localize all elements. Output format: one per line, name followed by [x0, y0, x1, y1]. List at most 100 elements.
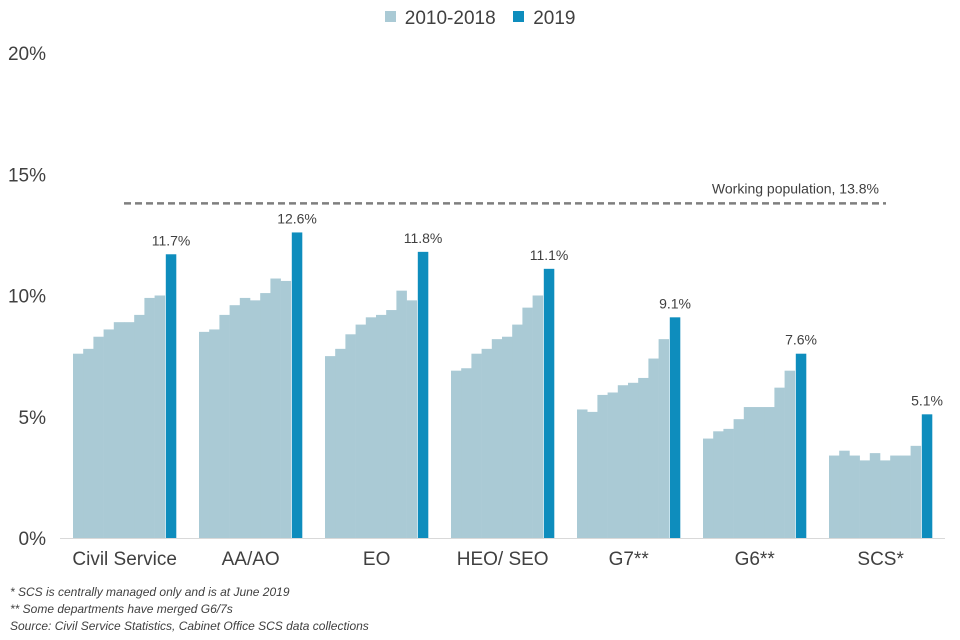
footnote-scs: * SCS is centrally managed only and is a…	[10, 585, 290, 599]
x-category-label: G6**	[735, 549, 776, 570]
bar-2010-2018	[461, 368, 472, 538]
bar-2019	[669, 317, 681, 538]
bar-2010-2018	[103, 329, 115, 538]
y-tick-label: 10%	[8, 287, 46, 308]
bar-2010-2018	[471, 353, 482, 538]
legend-label-2019: 2019	[533, 8, 576, 29]
data-label-2019: 11.7%	[152, 232, 191, 248]
legend-label-2010-2018: 2010-2018	[404, 8, 496, 29]
bar-2010-2018	[134, 314, 145, 538]
bar-2010-2018	[869, 453, 881, 538]
bar-2010-2018	[73, 353, 84, 538]
data-label-2019: 11.8%	[404, 230, 443, 246]
bar-2010-2018	[325, 356, 336, 538]
bar-2010-2018	[124, 322, 135, 538]
x-category-label: SCS*	[857, 549, 904, 570]
bar-2010-2018	[365, 317, 377, 538]
bar-2010-2018	[502, 336, 513, 538]
bar-2010-2018	[713, 431, 724, 538]
bar-2010-2018	[83, 348, 94, 538]
bar-2019	[795, 353, 807, 538]
bar-2010-2018	[849, 455, 860, 538]
bar-2010-2018	[577, 409, 588, 538]
bar-2010-2018	[335, 348, 346, 538]
y-tick-label: 15%	[8, 165, 46, 186]
bar-2010-2018	[784, 370, 796, 538]
x-category-label: HEO/ SEO	[457, 549, 549, 570]
bar-2010-2018	[199, 331, 210, 538]
bar-2019	[921, 414, 933, 538]
bar-2010-2018	[229, 305, 241, 538]
bar-2010-2018	[617, 385, 629, 538]
y-tick-label: 0%	[19, 529, 47, 550]
bar-2010-2018	[880, 460, 891, 538]
bar-2010-2018	[113, 322, 125, 538]
bar-2010-2018	[406, 300, 418, 538]
legend-swatch-2010-2018	[384, 11, 396, 23]
bar-2010-2018	[597, 394, 608, 538]
bar-2010-2018	[355, 324, 367, 538]
bar-2010-2018	[754, 407, 765, 538]
bar-2010-2018	[512, 324, 523, 538]
bar-2010-2018	[219, 314, 230, 538]
bar-2010-2018	[587, 411, 598, 538]
y-tick-label: 5%	[19, 408, 47, 429]
data-label-2019: 12.6%	[277, 210, 317, 226]
bar-2010-2018	[890, 455, 901, 538]
legend: 2010-2018 2019	[0, 8, 960, 30]
bar-2010-2018	[910, 445, 922, 538]
bar-2010-2018	[829, 455, 840, 538]
bar-2010-2018	[376, 314, 387, 538]
bar-2010-2018	[648, 358, 659, 538]
bar-2010-2018	[607, 392, 619, 538]
bar-2019	[291, 232, 303, 538]
bar-2010-2018	[396, 290, 407, 538]
bar-2010-2018	[93, 336, 104, 538]
footnote-g6-g7: ** Some departments have merged G6/7s	[10, 602, 233, 616]
bar-2010-2018	[345, 334, 356, 538]
bar-2010-2018	[270, 278, 281, 538]
bar-2010-2018	[386, 310, 397, 538]
bar-2010-2018	[154, 295, 166, 538]
x-category-label: EO	[363, 549, 390, 570]
data-label-2019: 7.6%	[785, 332, 817, 348]
data-label-2019: 5.1%	[911, 392, 943, 408]
bar-2019	[165, 254, 177, 538]
bar-2010-2018	[723, 428, 734, 538]
bar-2010-2018	[250, 300, 261, 538]
working-population-label: Working population, 13.8%	[712, 180, 879, 196]
legend-item-2010-2018: 2010-2018	[384, 8, 496, 30]
bar-2010-2018	[733, 419, 745, 538]
bar-2010-2018	[900, 455, 911, 538]
bar-2010-2018	[239, 297, 251, 538]
bar-2010-2018	[703, 438, 714, 538]
legend-item-2019: 2019	[512, 8, 576, 30]
bar-2010-2018	[764, 407, 775, 538]
bar-2010-2018	[628, 382, 639, 538]
bar-2010-2018	[743, 407, 755, 538]
bar-2019	[417, 251, 429, 538]
bar-2010-2018	[774, 387, 785, 538]
footnotes: * SCS is centrally managed only and is a…	[10, 584, 369, 635]
x-category-label: Civil Service	[72, 549, 177, 570]
bar-2010-2018	[451, 370, 462, 538]
footnote-source: Source: Civil Service Statistics, Cabine…	[10, 619, 369, 633]
bar-2010-2018	[859, 460, 871, 538]
bar-2010-2018	[209, 329, 220, 538]
x-category-label: G7**	[609, 549, 650, 570]
legend-swatch-2019	[512, 11, 524, 23]
bar-2010-2018	[638, 377, 649, 538]
bar-2019	[543, 268, 555, 538]
bar-2010-2018	[522, 307, 533, 538]
y-tick-label: 20%	[8, 44, 46, 65]
data-label-2019: 9.1%	[659, 295, 691, 311]
bar-2010-2018	[481, 348, 493, 538]
data-label-2019: 11.1%	[530, 247, 569, 263]
bar-2010-2018	[280, 280, 292, 538]
bar-2010-2018	[491, 339, 503, 538]
bar-2010-2018	[839, 450, 850, 538]
x-category-label: AA/AO	[222, 549, 280, 570]
bar-2010-2018	[532, 295, 544, 538]
bar-2010-2018	[260, 293, 271, 538]
